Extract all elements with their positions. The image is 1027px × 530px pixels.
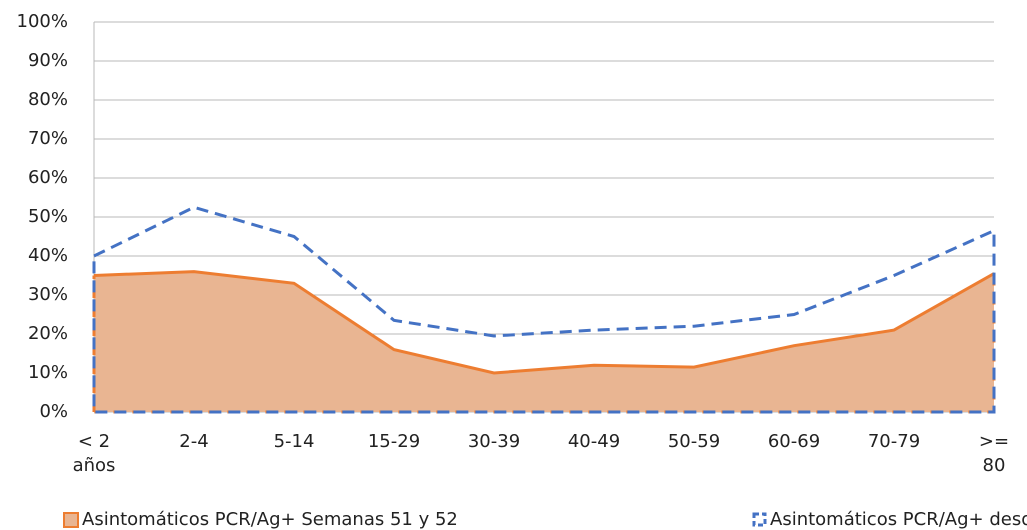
x-tick-label: 15-29 <box>367 431 421 452</box>
x-tick-label: 30-39 <box>467 431 521 452</box>
legend-swatch <box>63 512 79 528</box>
legend-swatch <box>752 512 767 527</box>
x-tick-label: 2-4 <box>179 431 209 452</box>
y-tick-label: 50% <box>28 206 68 227</box>
y-tick-label: 30% <box>28 284 68 305</box>
x-tick-label: 50-59 <box>667 431 721 452</box>
line <box>93 270 995 375</box>
y-tick-label: 90% <box>28 50 68 71</box>
y-tick-label: 40% <box>28 245 68 266</box>
area-outline <box>92 205 996 414</box>
x-tick-label: >= 80 <box>978 431 1010 476</box>
y-tick-label: 70% <box>28 128 68 149</box>
y-tick-label: 60% <box>28 167 68 188</box>
area <box>94 271 994 412</box>
x-tick-label: 40-49 <box>567 431 621 452</box>
x-tick-label: 70-79 <box>867 431 921 452</box>
y-tick-label: 80% <box>28 89 68 110</box>
y-tick-label: 20% <box>28 323 68 344</box>
legend-label: Asintomáticos PCR/Ag+ Semanas 51 y 52 <box>82 509 458 530</box>
legend-label: Asintomáticos PCR/Ag+ desde 10 mayo 2020 <box>770 509 1027 530</box>
x-tick-label: 60-69 <box>767 431 821 452</box>
x-tick-label: 5-14 <box>273 431 315 452</box>
y-tick-label: 10% <box>28 362 68 383</box>
y-tick-label: 0% <box>39 401 68 422</box>
x-tick-label: < 2 años <box>72 431 116 476</box>
y-tick-label: 100% <box>17 11 68 32</box>
